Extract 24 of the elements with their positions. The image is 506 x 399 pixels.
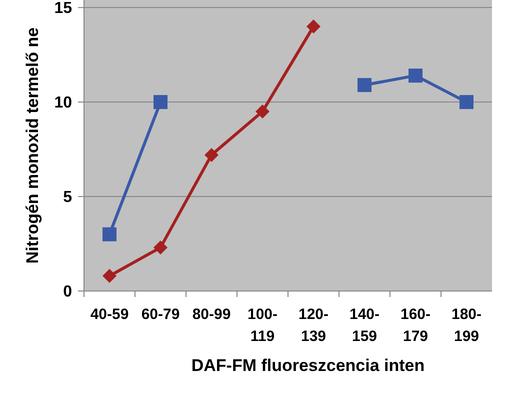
x-tick-label: 120-139 xyxy=(298,306,329,345)
y-tick-label: 15 xyxy=(54,0,72,18)
point xyxy=(102,227,116,242)
y-tick-label: 10 xyxy=(54,94,72,112)
point xyxy=(358,78,372,92)
x-tick-label: 100-119 xyxy=(247,306,278,345)
x-tick-label: 80-99 xyxy=(192,306,231,323)
x-tick-label: 160-179 xyxy=(400,306,431,345)
point xyxy=(154,95,168,110)
x-tick-label: 40-59 xyxy=(90,306,129,323)
point xyxy=(408,68,422,83)
x-tick-label: 60-79 xyxy=(141,306,180,323)
y-tick-label: 5 xyxy=(63,189,72,206)
point xyxy=(154,240,168,255)
y-axis-title: Nitrogén monoxid termelő ne xyxy=(23,27,42,264)
point xyxy=(204,148,218,162)
x-axis-title: DAF-FM fluoreszcencia inten xyxy=(191,356,425,375)
x-tick-label: 180-199 xyxy=(451,306,482,345)
point xyxy=(256,104,270,118)
point xyxy=(306,19,320,34)
point xyxy=(460,95,474,110)
y-tick-label: 0 xyxy=(63,284,72,301)
point xyxy=(102,268,116,283)
x-tick-label: 140-159 xyxy=(349,306,380,345)
